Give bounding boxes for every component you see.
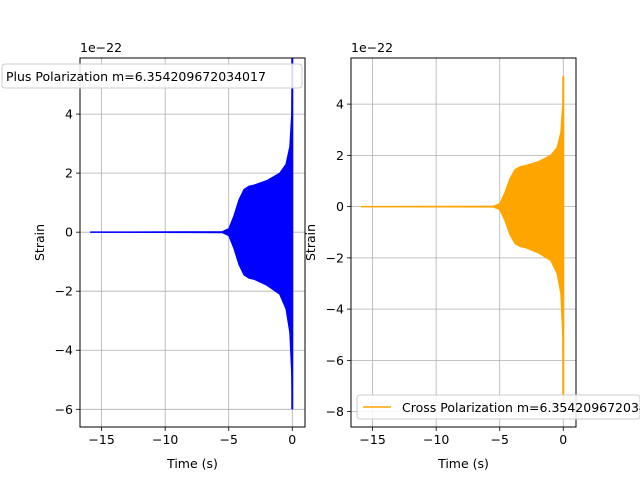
legend-box [1, 63, 303, 89]
y-tick-label: 4 [336, 97, 344, 112]
cross-polarization-chart: −15 −10 −5 0 −8 −6 −4 −2 0 2 4 1e−22 Time (s) Str… [303, 40, 640, 471]
x-tick-label: −5 [220, 432, 238, 447]
y-tick-label: 2 [336, 148, 344, 163]
axes-frame [79, 57, 306, 428]
x-axis-label: Time (s) [437, 456, 489, 471]
y-tick-label: 4 [65, 107, 73, 122]
legend-box [356, 394, 640, 420]
y-tick-label: 0 [65, 225, 73, 240]
legend: Plus Polarization m=6.354209672034017 [1, 63, 303, 89]
x-tick-label: −15 [88, 432, 114, 447]
waveform-series [90, 57, 294, 410]
x-axis-ticks: −15 −10 −5 0 [88, 427, 296, 447]
x-tick-label: −10 [423, 432, 449, 447]
y-tick-label: −2 [326, 250, 344, 265]
y-axis-ticks: −8 −6 −4 −2 0 2 4 [326, 97, 351, 419]
x-tick-label: −5 [491, 432, 509, 447]
y-tick-label: −4 [55, 343, 73, 358]
y-tick-label: −8 [326, 404, 344, 419]
legend-entry: Plus Polarization m=6.354209672034017 [6, 69, 266, 84]
x-tick-label: −15 [359, 432, 385, 447]
x-axis-ticks: −15 −10 −5 0 [359, 427, 567, 447]
y-tick-label: −4 [326, 302, 344, 317]
x-tick-label: −10 [152, 432, 178, 447]
y-offset-text: 1e−22 [351, 40, 393, 55]
waveform-series [361, 75, 565, 402]
legend: Cross Polarization m=6.354209672034017 [356, 394, 640, 420]
plus-polarization-chart: −15 −10 −5 0 −6 −4 −2 0 2 4 1e−22 Time (s) Strai… [1, 40, 306, 471]
x-tick-label: 0 [559, 432, 567, 447]
y-tick-label: −2 [55, 284, 73, 299]
y-tick-label: 0 [336, 199, 344, 214]
axes-frame [350, 57, 577, 428]
x-axis-label: Time (s) [166, 456, 218, 471]
y-tick-label: 2 [65, 166, 73, 181]
x-tick-label: 0 [288, 432, 296, 447]
y-axis-label: Strain [303, 224, 318, 261]
y-axis-ticks: −6 −4 −2 0 2 4 [55, 107, 80, 417]
y-offset-text: 1e−22 [80, 40, 122, 55]
y-tick-label: −6 [55, 402, 73, 417]
y-axis-label: Strain [32, 224, 47, 261]
legend-entry: Cross Polarization m=6.354209672034017 [402, 400, 640, 415]
y-tick-label: −6 [326, 353, 344, 368]
